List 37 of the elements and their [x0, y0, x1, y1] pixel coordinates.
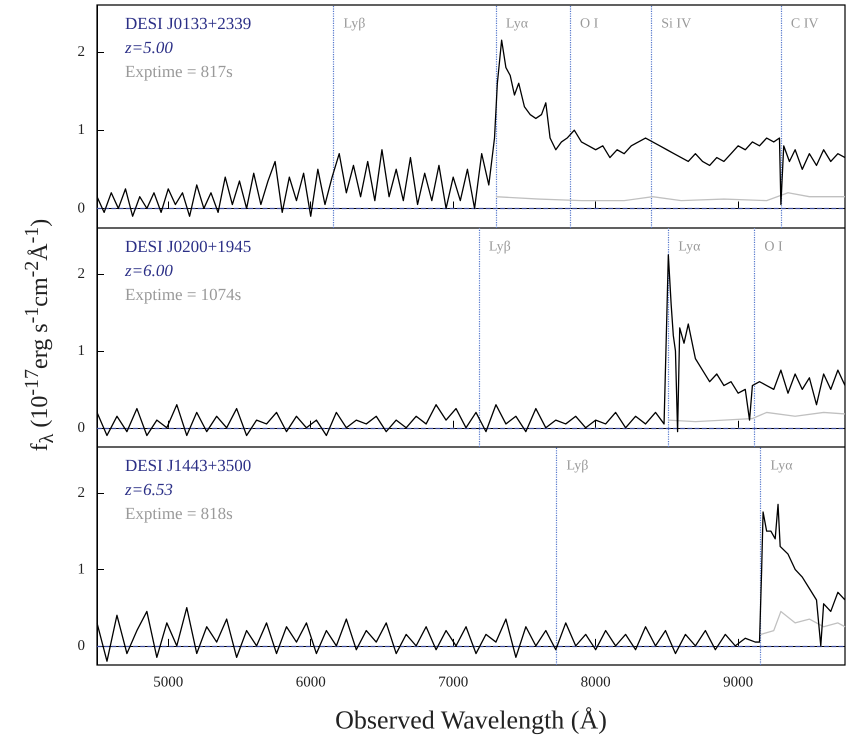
x-tick-label: 5000 — [153, 674, 184, 690]
y-tick-label: 2 — [78, 484, 85, 501]
annotation: Exptime = 1074s — [125, 285, 242, 304]
ref-line-label: Lyβ — [344, 16, 366, 32]
y-tick-label: 0 — [78, 200, 85, 216]
ref-line-label: O I — [580, 16, 599, 32]
x-tick-label: 8000 — [580, 674, 611, 690]
annotation: DESI J1443+3500 — [125, 456, 252, 475]
ref-line-label: Lyα — [506, 16, 529, 32]
annotation: z=5.00 — [124, 38, 174, 57]
ref-line-label: Lyβ — [488, 240, 511, 254]
y-tick-label: 0 — [78, 420, 85, 436]
ref-line-label: C IV — [790, 16, 819, 32]
y-tick-label: 1 — [78, 342, 85, 359]
ref-line-label: Lyα — [678, 240, 702, 254]
annotation: z=6.53 — [124, 480, 173, 499]
y-tick-label: 2 — [78, 44, 85, 60]
ref-line-label: O I — [764, 240, 783, 254]
x-axis-title: Observed Wavelength (Å) — [335, 706, 607, 734]
ref-line-label: Si IV — [661, 16, 692, 32]
y-tick-label: 2 — [78, 266, 85, 282]
y-tick-label: 0 — [78, 638, 85, 654]
annotation: DESI J0133+2339 — [125, 14, 252, 33]
x-tick-label: 9000 — [723, 674, 754, 690]
ref-line-label: Lyα — [770, 458, 794, 474]
x-tick-label: 7000 — [438, 674, 468, 690]
y-tick-label: 1 — [78, 122, 85, 138]
annotation: DESI J0200+1945 — [125, 237, 252, 256]
annotation: Exptime = 818s — [125, 504, 233, 523]
annotation: Exptime = 817s — [125, 62, 233, 81]
y-tick-label: 1 — [78, 561, 85, 578]
line-series — [760, 610, 846, 636]
annotation: z=6.00 — [124, 261, 174, 280]
x-tick-label: 6000 — [296, 674, 326, 690]
line-series — [668, 412, 846, 422]
ref-line-label: Lyβ — [566, 458, 588, 474]
line-series — [495, 192, 846, 202]
